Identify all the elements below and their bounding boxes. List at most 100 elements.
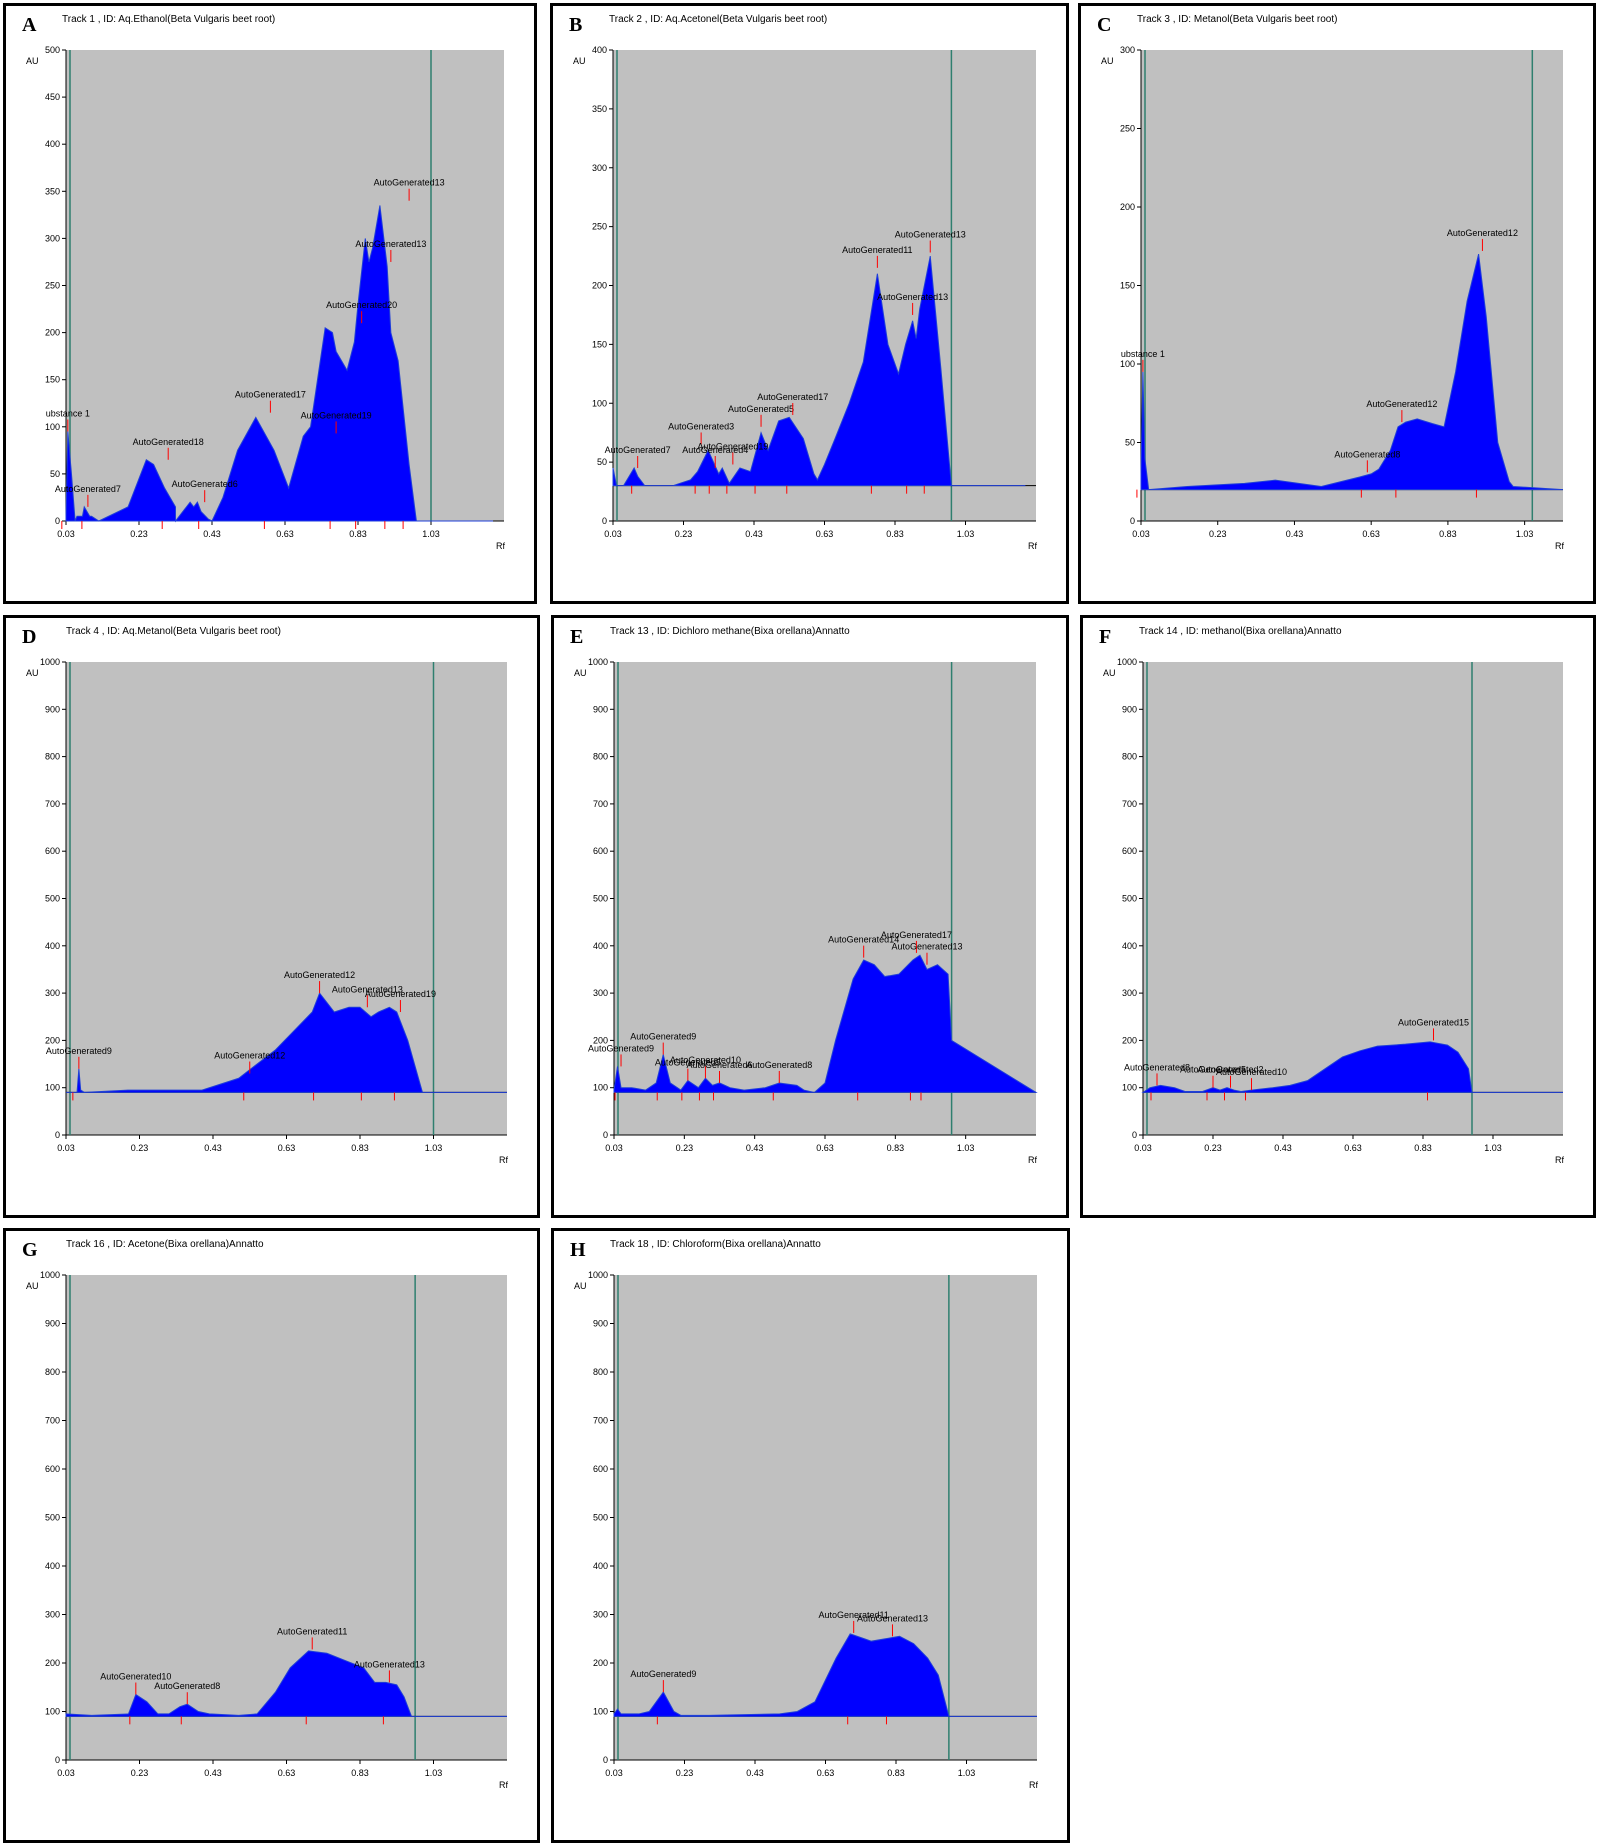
y-tick-label: 1000 [1117, 657, 1137, 667]
y-tick-label: 100 [593, 1707, 608, 1717]
y-tick-label: 400 [593, 941, 608, 951]
peak-label: AutoGenerated12 [284, 970, 355, 980]
y-tick-label: 250 [592, 222, 607, 232]
y-axis-label: AU [574, 1281, 587, 1291]
y-tick-label: 0 [602, 516, 607, 526]
y-tick-label: 500 [45, 1513, 60, 1523]
x-tick-label: 0.03 [604, 529, 622, 539]
y-axis-label: AU [1101, 56, 1114, 66]
x-tick-label: 0.03 [57, 529, 75, 539]
y-tick-label: 200 [1122, 1035, 1137, 1045]
peak-label: AutoGenerated9 [630, 1669, 696, 1679]
y-tick-label: 0 [55, 516, 60, 526]
chromatogram-area [65, 205, 494, 523]
peak-label: AutoGenerated8 [154, 1681, 220, 1691]
x-axis-label: Rf [1029, 1780, 1038, 1790]
x-axis-label: Rf [1555, 541, 1564, 551]
y-tick-label: 100 [45, 422, 60, 432]
peak-label: AutoGenerated17 [235, 390, 306, 400]
y-tick-label: 800 [593, 752, 608, 762]
y-tick-label: 600 [593, 1464, 608, 1474]
x-tick-label: 0.43 [1274, 1143, 1292, 1153]
peak-label: AutoGenerated8 [1124, 1062, 1190, 1072]
y-tick-label: 600 [45, 846, 60, 856]
y-axis-label: AU [26, 668, 39, 678]
y-tick-label: 0 [1132, 1130, 1137, 1140]
y-tick-label: 500 [1122, 894, 1137, 904]
peak-label: AutoGenerated13 [332, 984, 403, 994]
x-tick-label: 0.83 [351, 1768, 369, 1778]
y-tick-label: 1000 [40, 1270, 60, 1280]
panel-letter: D [22, 626, 37, 648]
y-tick-label: 900 [593, 1319, 608, 1329]
peak-label: AutoGenerated11 [277, 1626, 347, 1636]
y-tick-label: 50 [1125, 438, 1135, 448]
peak-label: AutoGenerated11 [842, 245, 912, 255]
x-tick-label: 1.03 [958, 1768, 976, 1778]
x-tick-label: 0.63 [278, 1768, 296, 1778]
peak-label: ubstance 1 [46, 409, 90, 419]
y-tick-label: 0 [55, 1130, 60, 1140]
x-axis-label: Rf [499, 1780, 508, 1790]
peak-label: AutoGenerated4 [682, 445, 748, 455]
chromatogram-svg: 0 50 100 150 200 250 300 350 400 450 500 0.03 0.23 0.… [26, 45, 505, 551]
panel-e: E Track 13 , ID: Dichloro methane(Bixa o… [551, 615, 1069, 1218]
panel-letter: E [570, 626, 584, 648]
peak-label: AutoGenerated20 [326, 300, 397, 310]
peak-label: AutoGenerated7 [605, 445, 671, 455]
y-tick-label: 400 [45, 941, 60, 951]
peak-label: AutoGenerated10 [670, 1055, 741, 1065]
x-tick-label: 0.03 [605, 1768, 623, 1778]
panel-title: Track 3 , ID: Metanol(Beta Vulgaris beet… [1137, 14, 1338, 25]
panel-title: Track 2 , ID: Aq.Acetonel(Beta Vulgaris … [609, 14, 828, 25]
peak-label: AutoGenerated2 [1197, 1065, 1263, 1075]
y-tick-label: 600 [1122, 846, 1137, 856]
x-tick-label: 1.03 [957, 1143, 975, 1153]
y-tick-label: 100 [45, 1083, 60, 1093]
y-tick-label: 700 [1122, 799, 1137, 809]
x-tick-label: 0.23 [676, 1768, 694, 1778]
peak-label: AutoGenerated13 [374, 178, 445, 188]
x-tick-label: 0.63 [816, 529, 834, 539]
y-tick-label: 350 [45, 186, 60, 196]
y-tick-label: 400 [592, 45, 607, 55]
y-tick-label: 300 [593, 988, 608, 998]
y-tick-label: 50 [50, 469, 60, 479]
y-axis-label: AU [1103, 668, 1116, 678]
peak-label: AutoGenerated5 [728, 404, 794, 414]
peak-label: AutoGenerated9 [630, 1032, 696, 1042]
x-tick-label: 0.63 [817, 1768, 835, 1778]
panel-h: H Track 18 , ID: Chloroform(Bixa orellan… [551, 1228, 1070, 1843]
peak-label: AutoGenerated13 [877, 292, 948, 302]
y-tick-label: 100 [45, 1707, 60, 1717]
peak-label: AutoGenerated19 [301, 410, 372, 420]
peak-label: AutoGenerated12 [214, 1051, 285, 1061]
peak-label: AutoGenerated10 [100, 1672, 171, 1682]
x-tick-label: 0.63 [1344, 1143, 1362, 1153]
x-tick-label: 0.23 [130, 529, 148, 539]
panel-title: Track 14 , ID: methanol(Bixa orellana)An… [1139, 626, 1342, 637]
y-tick-label: 0 [1130, 516, 1135, 526]
x-tick-label: 1.03 [425, 1768, 443, 1778]
x-tick-label: 0.63 [1362, 529, 1380, 539]
y-axis-label: AU [574, 668, 587, 678]
y-tick-label: 400 [45, 139, 60, 149]
y-tick-label: 200 [593, 1035, 608, 1045]
x-tick-label: 0.03 [1134, 1143, 1152, 1153]
y-tick-label: 800 [45, 1367, 60, 1377]
peak-label: AutoGenerated10 [1216, 1067, 1287, 1077]
x-tick-label: 0.23 [131, 1768, 149, 1778]
y-tick-label: 400 [1122, 941, 1137, 951]
x-tick-label: 0.43 [746, 1143, 764, 1153]
x-tick-label: 0.83 [887, 1143, 905, 1153]
x-axis-label: Rf [499, 1155, 508, 1165]
y-tick-label: 300 [1120, 45, 1135, 55]
peak-label: AutoGenerated9 [588, 1043, 654, 1053]
x-tick-label: 1.03 [1516, 529, 1534, 539]
y-tick-label: 100 [1122, 1083, 1137, 1093]
y-tick-label: 500 [593, 894, 608, 904]
panel-g: G Track 16 , ID: Acetone(Bixa orellana)A… [3, 1228, 540, 1843]
y-tick-label: 200 [45, 1658, 60, 1668]
panel-letter: G [22, 1239, 38, 1261]
x-tick-label: 0.03 [57, 1143, 75, 1153]
